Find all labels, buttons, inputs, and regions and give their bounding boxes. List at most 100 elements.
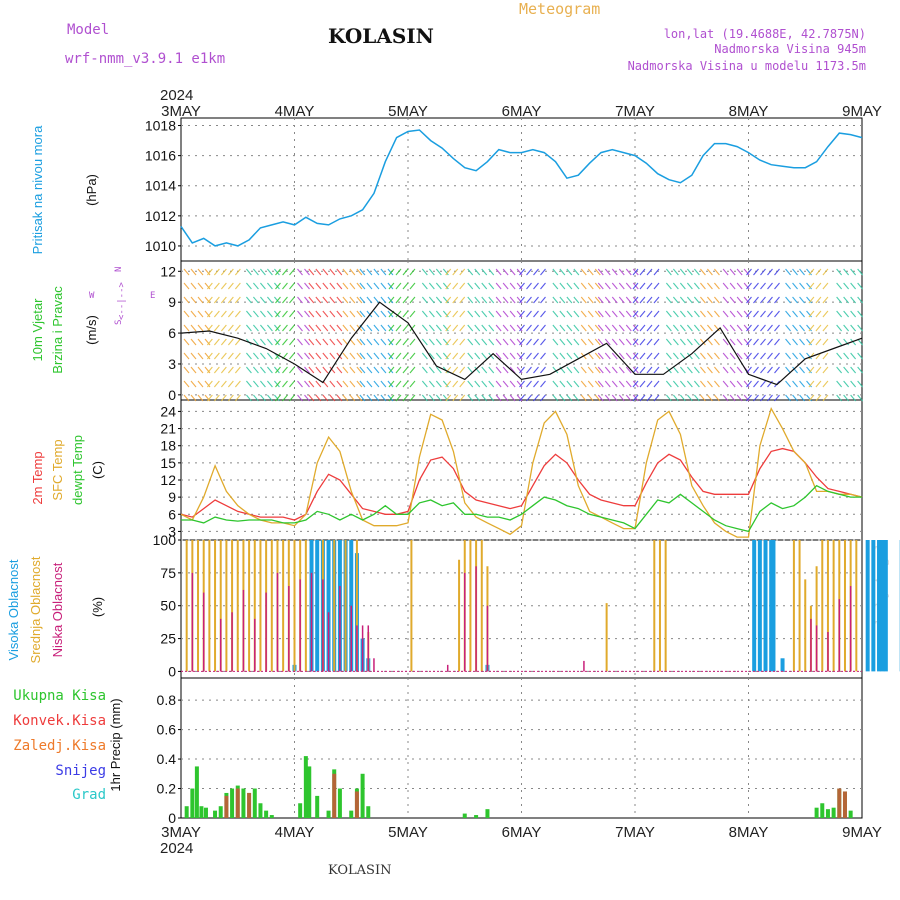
wind-barb	[774, 282, 780, 290]
wind-barb	[850, 296, 857, 304]
wind-barb	[516, 296, 523, 304]
wind-barb	[274, 310, 280, 318]
total-precip-bar	[462, 813, 467, 818]
wind-barb	[714, 296, 720, 304]
wind-barb	[707, 296, 713, 304]
wind-barb	[445, 282, 452, 290]
wind-barb	[260, 338, 266, 346]
wind-barb	[409, 352, 416, 360]
total-precip-bar	[814, 807, 819, 818]
wind-barb	[467, 268, 474, 276]
wind-barb	[197, 296, 204, 304]
wind-barb	[495, 268, 502, 276]
wind-barb	[366, 338, 373, 346]
wind-barb	[190, 352, 197, 360]
wind-barb	[474, 338, 481, 346]
wind-barb	[672, 338, 679, 346]
wind-barb	[421, 324, 428, 332]
wind-barb	[495, 366, 502, 374]
wind-barb	[722, 310, 729, 318]
wind-barb	[604, 296, 611, 304]
wind-barb	[611, 296, 618, 304]
wind-barb	[274, 296, 280, 304]
total-precip-bar	[315, 795, 320, 818]
wind-barb	[850, 380, 857, 388]
wind-barb	[206, 380, 213, 388]
wind-barb	[349, 268, 356, 276]
wind-barb	[227, 282, 234, 290]
wind-barb	[646, 352, 653, 360]
wind-barb	[767, 268, 773, 276]
precip-axis-label: 1hr Precip (mm)	[108, 698, 123, 791]
wind-barb	[693, 324, 700, 332]
wind-barb	[580, 338, 587, 346]
wind-barb	[822, 296, 829, 304]
wind-barb	[481, 310, 488, 318]
wind-barb	[587, 282, 594, 290]
wind-barb	[736, 366, 743, 374]
wind-barb	[509, 310, 516, 318]
wind-barb	[746, 394, 752, 402]
wind-barb	[509, 282, 516, 290]
wind-barb	[304, 296, 310, 304]
wind-barb	[806, 366, 812, 374]
wind-barb	[402, 394, 409, 402]
wind-barb	[679, 296, 686, 304]
total-precip-bar	[269, 815, 274, 818]
wind-barb	[435, 310, 442, 318]
wind-barb	[297, 296, 303, 304]
wind-barb	[611, 310, 618, 318]
wind-barb	[693, 296, 700, 304]
wind-barb	[474, 296, 481, 304]
wind-barb	[274, 394, 280, 402]
wind-barb	[729, 338, 736, 346]
wind-barb	[435, 296, 442, 304]
wind-barb	[693, 282, 700, 290]
high-cloud-axis-label: Visoka Oblacnost	[6, 559, 21, 660]
wind-barb	[707, 268, 713, 276]
wind-barb	[428, 324, 435, 332]
wind-barb	[459, 352, 466, 360]
wind-barb	[206, 324, 213, 332]
dewpt-axis-label: dewpt Temp	[70, 435, 85, 505]
wind-barb	[774, 394, 780, 402]
wind-barb	[246, 310, 252, 318]
wind-barb	[197, 268, 204, 276]
wind-barb	[445, 310, 452, 318]
clouds-tick-label: 100	[153, 532, 177, 548]
wind-barb	[792, 310, 798, 318]
wind-barb	[297, 324, 303, 332]
wind-barb	[587, 338, 594, 346]
compass-south: S	[114, 320, 124, 325]
wind-barb	[774, 268, 780, 276]
wind-barb	[632, 352, 639, 360]
wind-barb	[526, 282, 532, 290]
wind-barb	[234, 310, 241, 318]
wind-barb	[625, 310, 632, 318]
wind-barb	[552, 310, 559, 318]
wind-barb	[445, 324, 452, 332]
wind-barb	[234, 394, 241, 402]
precip-panel: 0 0.2 0.4 0.6 0.8	[157, 677, 863, 826]
wind-barb	[815, 282, 822, 290]
wind-barb	[402, 268, 409, 276]
wind-barb	[474, 394, 481, 402]
wind-barb	[686, 352, 693, 360]
wind-barb	[533, 394, 539, 402]
x-tick-label-bottom: 4MAY	[275, 824, 315, 841]
wind-barb	[526, 380, 532, 388]
wind-barb	[540, 268, 546, 276]
wind-barb	[234, 338, 241, 346]
model-elevation-label: Nadmorska Visina u modelu 1173.5m	[628, 59, 866, 73]
wind-barb	[632, 366, 639, 374]
wind-barb	[559, 380, 566, 388]
wind-barb	[843, 282, 850, 290]
wind-barb	[580, 324, 587, 332]
wind-barb	[282, 296, 288, 304]
wind-barb	[587, 310, 594, 318]
wind-barb	[573, 394, 580, 402]
conv-precip-bar	[354, 791, 359, 818]
wind-barb	[533, 282, 539, 290]
wind-barb	[625, 352, 632, 360]
wind-barb	[336, 268, 343, 276]
